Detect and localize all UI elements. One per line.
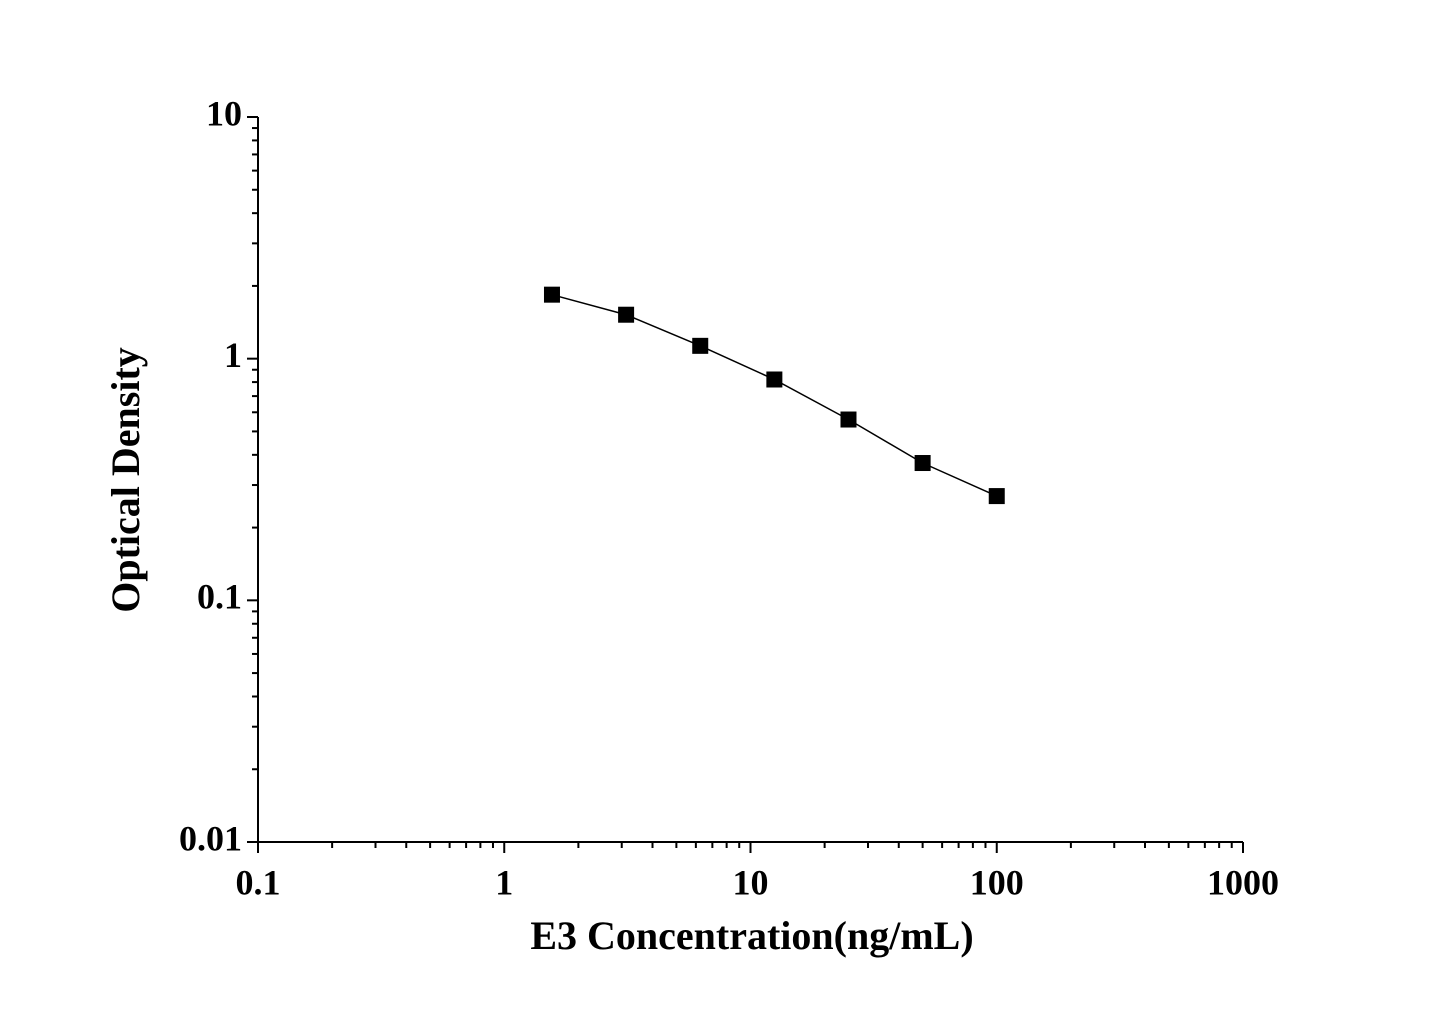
y-tick-label: 10 xyxy=(206,93,242,133)
x-tick-label: 1 xyxy=(495,862,513,902)
marker xyxy=(914,455,931,472)
y-tick-label: 1 xyxy=(224,335,242,375)
x-tick-label: 10 xyxy=(733,862,769,902)
x-tick-label: 1000 xyxy=(1207,862,1279,902)
x-axis-title: E3 Concentration(ng/mL) xyxy=(530,913,973,958)
marker xyxy=(543,286,560,303)
x-tick-label: 0.1 xyxy=(236,862,281,902)
y-axis-title: Optical Density xyxy=(103,347,148,613)
marker xyxy=(988,488,1005,505)
y-tick-label: 0.01 xyxy=(179,818,242,858)
marker xyxy=(766,371,783,388)
y-tick-label: 0.1 xyxy=(197,577,242,617)
marker xyxy=(692,337,709,354)
marker xyxy=(618,306,635,323)
marker xyxy=(840,411,857,428)
x-tick-label: 100 xyxy=(970,862,1024,902)
